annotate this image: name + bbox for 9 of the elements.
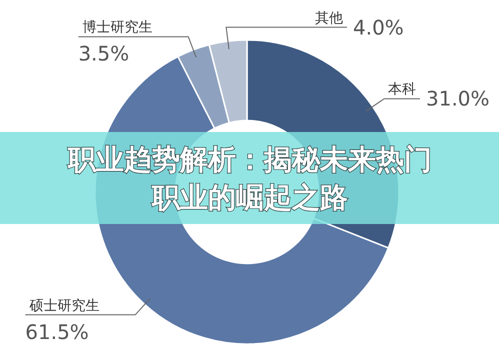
data-label: 31.0% [426,86,490,111]
slice-label: 硕士研究生 [28,298,100,314]
slice-label: 博士研究生 [82,20,152,36]
text: 职业趋势解析：揭秘未来热门职业的崛起之路 [67,143,432,214]
slice-label: 本科 [388,82,416,98]
data-label: 3.5% [78,42,130,66]
data-label: 4.0% [353,15,404,40]
data-label: 61.5% [25,320,89,344]
slice-label: 其他 [315,10,343,26]
